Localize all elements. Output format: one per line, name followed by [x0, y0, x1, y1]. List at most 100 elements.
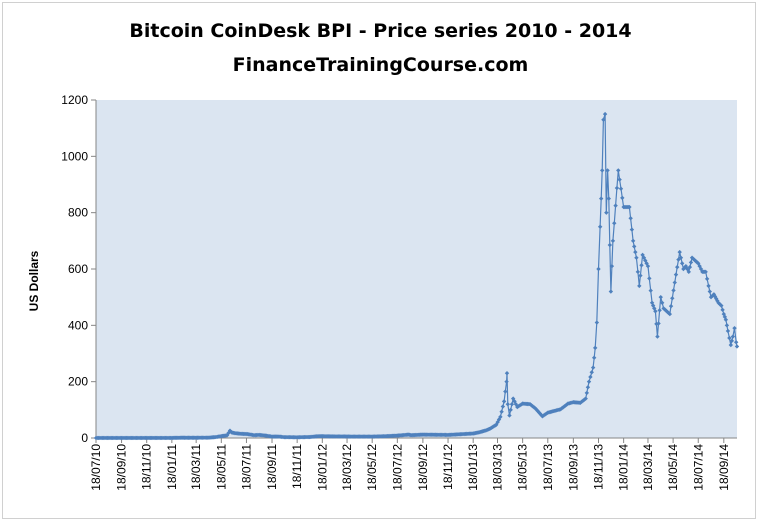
- x-tick-label: 18/05/13: [516, 444, 530, 491]
- x-tick-label: 18/03/12: [340, 444, 354, 491]
- data-point: [689, 255, 695, 260]
- x-tick-label: 18/11/10: [140, 444, 154, 490]
- data-point: [658, 294, 663, 300]
- data-point: [529, 403, 534, 408]
- x-tick-label: 18/07/12: [390, 444, 404, 491]
- x-tick-label: 18/09/13: [566, 444, 580, 491]
- data-point: [606, 196, 611, 201]
- data-point: [704, 276, 710, 282]
- data-point: [618, 186, 624, 191]
- data-point: [671, 288, 676, 293]
- data-point: [594, 320, 600, 325]
- data-point: [729, 338, 735, 344]
- data-point: [650, 303, 656, 308]
- chart-title: Bitcoin CoinDesk BPI - Price series 2010…: [129, 20, 632, 42]
- data-point: [703, 269, 708, 275]
- y-tick-label: 1000: [61, 149, 88, 163]
- series-layer: [93, 111, 740, 441]
- x-tick-label: 18/09/11: [265, 444, 279, 490]
- data-point: [681, 266, 686, 272]
- data-point: [620, 195, 625, 201]
- data-point: [634, 255, 639, 260]
- data-point: [540, 414, 545, 419]
- data-point: [708, 294, 714, 300]
- data-point: [500, 404, 506, 409]
- data-point: [499, 409, 504, 414]
- data-point: [732, 325, 737, 331]
- data-point: [541, 413, 546, 418]
- y-tick-label: 1200: [61, 93, 88, 107]
- data-point: [707, 289, 712, 294]
- x-tick-label: 18/05/14: [666, 444, 680, 491]
- data-point: [627, 204, 632, 210]
- data-point: [586, 379, 592, 384]
- y-axis-label: US Dollars: [27, 250, 41, 311]
- data-point: [608, 289, 614, 294]
- data-point: [688, 260, 694, 265]
- data-point: [639, 263, 644, 268]
- data-point: [716, 300, 721, 305]
- data-point: [649, 300, 655, 305]
- data-point: [675, 264, 680, 270]
- x-tick-label: 18/09/10: [115, 444, 129, 491]
- data-point: [653, 309, 658, 314]
- data-point: [513, 402, 519, 407]
- data-point: [661, 306, 666, 311]
- x-tick-label: 18/07/10: [89, 444, 103, 491]
- data-point: [670, 296, 675, 301]
- x-tick-label: 18/09/12: [416, 444, 430, 491]
- data-point: [527, 402, 533, 407]
- data-point: [687, 264, 693, 270]
- x-tick-label: 18/11/11: [290, 444, 304, 489]
- data-point: [505, 402, 511, 407]
- data-point: [501, 399, 507, 404]
- x-tick-label: 18/01/14: [617, 444, 631, 491]
- data-point: [672, 280, 677, 285]
- data-point: [652, 306, 657, 311]
- y-axis: 0 200 400 600 800 1000 1200: [61, 93, 97, 445]
- data-point: [605, 168, 610, 173]
- data-point: [693, 258, 698, 264]
- x-tick-label: 18/05/11: [214, 444, 228, 490]
- data-point: [698, 266, 704, 272]
- data-point: [733, 340, 739, 345]
- data-point: [582, 397, 587, 402]
- x-tick-label: 18/03/13: [491, 444, 505, 491]
- data-point: [616, 168, 621, 173]
- data-point: [629, 227, 635, 232]
- data-point: [579, 399, 584, 404]
- data-point: [504, 379, 509, 384]
- y-tick-label: 0: [81, 431, 88, 445]
- data-point: [589, 370, 594, 375]
- data-point: [617, 177, 622, 182]
- data-point: [724, 323, 730, 328]
- data-point: [630, 238, 636, 244]
- data-point: [610, 238, 616, 244]
- data-point: [686, 269, 691, 275]
- data-point: [657, 308, 662, 313]
- data-point: [539, 412, 544, 418]
- y-tick-label: 200: [68, 375, 88, 389]
- data-point: [719, 303, 724, 308]
- data-point: [613, 203, 618, 208]
- x-tick-label: 18/05/12: [365, 444, 379, 491]
- data-point: [596, 266, 601, 272]
- data-point: [668, 303, 674, 309]
- data-point: [508, 407, 513, 413]
- data-point: [584, 390, 590, 396]
- chart-subtitle: FinanceTrainingCourse.com: [232, 54, 529, 76]
- data-point: [679, 261, 685, 266]
- data-point: [656, 321, 661, 326]
- data-point: [507, 413, 512, 418]
- data-point: [645, 263, 651, 269]
- data-point: [598, 196, 604, 201]
- x-tick-label: 18/07/14: [691, 444, 705, 491]
- x-tick-label: 18/09/14: [717, 444, 731, 491]
- data-point: [673, 272, 679, 277]
- x-tick-label: 18/03/11: [189, 444, 203, 490]
- data-point: [592, 345, 598, 351]
- data-point: [659, 300, 665, 305]
- data-point: [635, 269, 641, 275]
- data-point: [655, 334, 660, 339]
